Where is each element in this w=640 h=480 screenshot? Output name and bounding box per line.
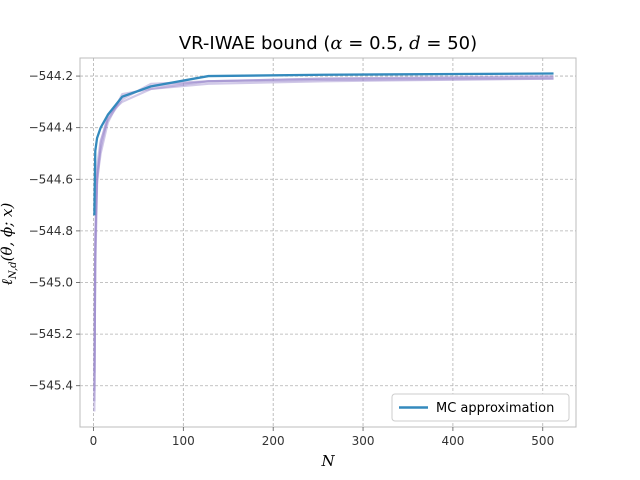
series-line-mc-approximation [93,72,554,216]
y-axis-label: ℓN,d(θ, ϕ; x) [0,202,19,285]
x-tick-label: 200 [262,434,285,448]
y-tick-label: −544.4 [29,121,73,135]
y-tick-label: −544.8 [29,224,73,238]
y-tick-label: −544.6 [29,172,73,186]
grid [80,58,576,427]
legend-box [391,393,570,422]
plot-area [79,57,577,428]
series-lines [93,72,554,216]
background-run-line [93,77,554,402]
y-tick-label: −545.0 [29,275,73,289]
background-run-line [93,74,554,373]
legend-label: MC approximation [436,401,554,416]
chart-title: VR-IWAE bound (α = 0.5, d = 50) [179,33,477,54]
y-tick-label: −545.2 [29,327,73,341]
x-tick-label: 300 [352,434,375,448]
x-axis: 0 100 200 300 400 500 [90,427,554,448]
x-tick-label: 0 [90,434,98,448]
background-run-line [93,77,554,391]
legend: MC approximation [391,393,570,422]
x-tick-label: 100 [172,434,195,448]
y-tick-label: −544.2 [29,69,73,83]
x-tick-label: 400 [441,434,464,448]
x-axis-label: N [320,452,335,470]
x-tick-label: 500 [531,434,554,448]
y-tick-label: −545.4 [29,379,73,393]
y-axis: −545.4 −545.2 −545.0 −544.8 −544.6 −544.4 −544… [29,69,80,393]
